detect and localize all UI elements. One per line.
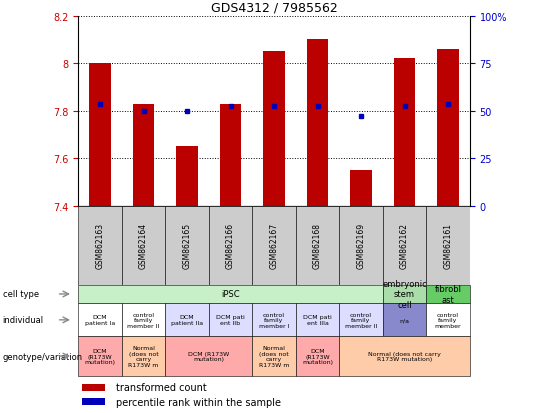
Bar	[209, 206, 252, 285]
Bar	[165, 304, 209, 337]
Bar	[426, 206, 470, 285]
Bar	[394, 59, 415, 206]
Text: GSM862165: GSM862165	[183, 223, 192, 269]
Text: DCM pati
ent IIb: DCM pati ent IIb	[216, 315, 245, 325]
Bar	[252, 206, 296, 285]
Bar	[339, 337, 470, 376]
Text: control
family
member I: control family member I	[259, 312, 289, 328]
Bar	[426, 285, 470, 304]
Text: GSM862167: GSM862167	[269, 223, 279, 269]
Text: control
family
member II: control family member II	[127, 312, 160, 328]
Text: GSM862161: GSM862161	[443, 223, 453, 269]
Bar	[78, 285, 383, 304]
Bar	[296, 337, 339, 376]
Bar	[437, 50, 459, 206]
Bar	[383, 304, 426, 337]
Text: DCM
(R173W
mutation): DCM (R173W mutation)	[85, 348, 116, 365]
Text: GSM862163: GSM862163	[96, 223, 105, 269]
Bar	[82, 398, 105, 406]
Text: control
family
member II: control family member II	[345, 312, 377, 328]
Bar	[350, 171, 372, 206]
Bar	[78, 206, 122, 285]
Bar	[252, 337, 296, 376]
Bar	[89, 64, 111, 206]
Bar	[209, 304, 252, 337]
Bar	[133, 104, 154, 206]
Bar	[176, 147, 198, 206]
Text: DCM pati
ent IIIa: DCM pati ent IIIa	[303, 315, 332, 325]
Text: control
family
member: control family member	[435, 312, 461, 328]
Text: DCM
(R173W
mutation): DCM (R173W mutation)	[302, 348, 333, 365]
Bar	[426, 304, 470, 337]
Title: GDS4312 / 7985562: GDS4312 / 7985562	[211, 1, 338, 14]
Text: DCM
patient IIa: DCM patient IIa	[171, 315, 203, 325]
Text: Normal
(does not
carry
R173W m: Normal (does not carry R173W m	[259, 345, 289, 368]
Text: percentile rank within the sample: percentile rank within the sample	[116, 397, 281, 407]
Bar	[122, 304, 165, 337]
Text: iPSC: iPSC	[221, 290, 240, 299]
Text: Normal (does not carry
R173W mutation): Normal (does not carry R173W mutation)	[368, 351, 441, 362]
Bar	[263, 52, 285, 206]
Bar	[220, 104, 241, 206]
Bar	[82, 384, 105, 391]
Bar	[122, 206, 165, 285]
Text: GSM862162: GSM862162	[400, 223, 409, 269]
Text: Normal
(does not
carry
R173W m: Normal (does not carry R173W m	[129, 345, 159, 368]
Bar	[307, 40, 328, 206]
Bar	[252, 304, 296, 337]
Bar	[296, 304, 339, 337]
Text: fibrobl
ast: fibrobl ast	[435, 285, 462, 304]
Bar	[122, 337, 165, 376]
Bar	[78, 337, 122, 376]
Bar	[296, 206, 339, 285]
Text: n/a: n/a	[400, 318, 409, 323]
Bar	[165, 206, 209, 285]
Text: genotype/variation: genotype/variation	[3, 352, 83, 361]
Text: DCM
patient Ia: DCM patient Ia	[85, 315, 115, 325]
Bar	[78, 304, 122, 337]
Bar	[339, 206, 383, 285]
Bar	[165, 337, 252, 376]
Bar	[339, 304, 383, 337]
Text: cell type: cell type	[3, 290, 39, 299]
Text: GSM862169: GSM862169	[356, 223, 366, 269]
Text: transformed count: transformed count	[116, 382, 207, 392]
Text: GSM862166: GSM862166	[226, 223, 235, 269]
Text: GSM862168: GSM862168	[313, 223, 322, 269]
Bar	[383, 285, 426, 304]
Text: individual: individual	[3, 316, 44, 325]
Text: embryonic
stem
cell: embryonic stem cell	[382, 280, 427, 309]
Text: DCM (R173W
mutation): DCM (R173W mutation)	[188, 351, 230, 362]
Text: GSM862164: GSM862164	[139, 223, 148, 269]
Bar	[383, 206, 426, 285]
